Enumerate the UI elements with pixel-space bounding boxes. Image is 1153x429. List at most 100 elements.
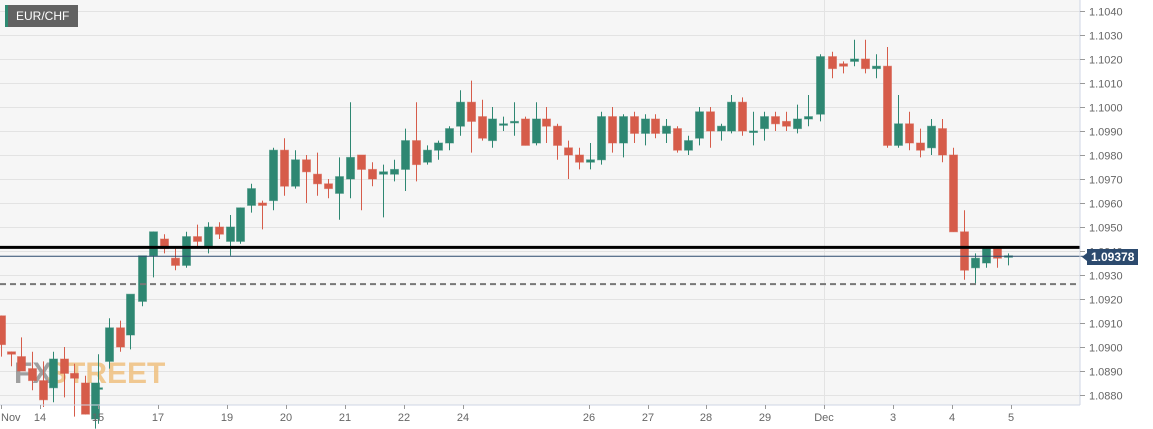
bullish-candle (850, 39, 859, 67)
bearish-candle (542, 107, 551, 143)
bearish-candle (81, 375, 90, 415)
y-tick-label: 1.1030 (1089, 31, 1123, 43)
bullish-candle (226, 215, 235, 256)
y-tick-label: 1.0890 (1089, 367, 1123, 379)
bearish-candle (938, 119, 947, 163)
bullish-candle (456, 90, 465, 136)
bullish-candle (94, 354, 103, 424)
bullish-candle (488, 107, 497, 148)
bearish-candle (828, 51, 837, 79)
bearish-candle (28, 351, 37, 391)
bullish-candle (126, 293, 135, 350)
bearish-candle (651, 114, 660, 139)
y-tick-label: 1.1000 (1089, 103, 1123, 115)
bearish-candle (39, 361, 48, 407)
y-tick-label: 1.0960 (1089, 199, 1123, 211)
bearish-candle (738, 97, 747, 136)
bullish-candle (105, 318, 114, 369)
y-tick-label: 1.1040 (1089, 7, 1123, 19)
x-tick-label: 22 (398, 412, 410, 424)
bullish-candle (390, 159, 399, 182)
bullish-candle (927, 119, 936, 155)
bullish-candle (445, 126, 454, 151)
bullish-candle (804, 95, 813, 127)
y-tick-label: 1.0930 (1089, 271, 1123, 283)
bearish-candle (673, 126, 682, 153)
y-tick-label: 1.0970 (1089, 175, 1123, 187)
bearish-candle (412, 102, 421, 182)
bullish-candle (662, 119, 671, 143)
x-tick-label: 4 (949, 412, 955, 424)
bullish-candle (379, 164, 388, 218)
y-tick-label: 1.0990 (1089, 127, 1123, 139)
bullish-candle (727, 95, 736, 134)
bearish-candle (215, 222, 224, 239)
current-price-tag: 1.09378 (1081, 249, 1139, 265)
y-tick-label: 1.1010 (1089, 79, 1123, 91)
bearish-candle (575, 147, 584, 170)
bullish-candle (499, 116, 508, 131)
bullish-candle (346, 102, 355, 199)
y-tick-label: 1.0910 (1089, 319, 1123, 331)
bullish-candle (749, 111, 758, 146)
bearish-candle (116, 320, 125, 352)
bullish-candle (695, 107, 704, 146)
bearish-candle (553, 123, 562, 160)
bearish-candle (171, 248, 180, 271)
bearish-candle (916, 128, 925, 158)
x-tick-label: Nov (1, 412, 21, 424)
bullish-candle (434, 140, 443, 160)
bullish-candle (684, 135, 693, 155)
y-tick-label: 1.0920 (1089, 295, 1123, 307)
x-tick-label: 14 (34, 412, 46, 424)
bearish-candle (960, 210, 969, 280)
bullish-candle (182, 231, 191, 268)
bullish-candle (269, 147, 278, 211)
x-tick-label: 26 (583, 412, 595, 424)
bearish-candle (883, 47, 892, 148)
bullish-candle (641, 114, 650, 146)
x-tick-label: 17 (152, 412, 164, 424)
bearish-candle (60, 347, 69, 398)
x-tick-label: Dec (814, 412, 834, 424)
bearish-candle (324, 179, 333, 199)
bullish-candle (401, 128, 410, 191)
bullish-candle (717, 123, 726, 141)
bullish-candle (532, 102, 541, 146)
x-tick-label: 24 (457, 412, 469, 424)
plot-area[interactable] (0, 0, 1080, 405)
bearish-candle (70, 363, 79, 417)
bullish-candle (816, 54, 825, 122)
bullish-candle (291, 150, 300, 189)
bullish-candle (586, 143, 595, 170)
bearish-candle (193, 224, 202, 249)
bullish-candle (894, 95, 903, 148)
bearish-candle (280, 138, 289, 196)
x-tick-label: 21 (339, 412, 351, 424)
bearish-candle (706, 107, 715, 148)
bearish-candle (478, 99, 487, 141)
bearish-candle (905, 111, 914, 151)
x-tick-label: 28 (700, 412, 712, 424)
bearish-candle (782, 111, 791, 131)
bearish-candle (630, 111, 639, 143)
y-tick-label: 1.1020 (1089, 55, 1123, 67)
x-tick-label: 27 (642, 412, 654, 424)
y-tick-label: 1.0980 (1089, 151, 1123, 163)
candles (0, 39, 1013, 429)
bullish-candle (247, 183, 256, 213)
x-tick-label: 5 (1008, 412, 1014, 424)
bullish-candle (619, 114, 628, 158)
x-tick-label: 19 (221, 412, 233, 424)
bearish-candle (521, 116, 530, 146)
y-tick-label: 1.0950 (1089, 223, 1123, 235)
y-tick-label: 1.0880 (1089, 391, 1123, 403)
bullish-candle (760, 111, 769, 141)
bearish-candle (608, 107, 617, 153)
bullish-candle (510, 102, 519, 136)
x-tick-label: 15 (92, 412, 104, 424)
bearish-candle (7, 351, 16, 367)
bullish-candle (597, 111, 606, 165)
bullish-candle (138, 255, 147, 307)
